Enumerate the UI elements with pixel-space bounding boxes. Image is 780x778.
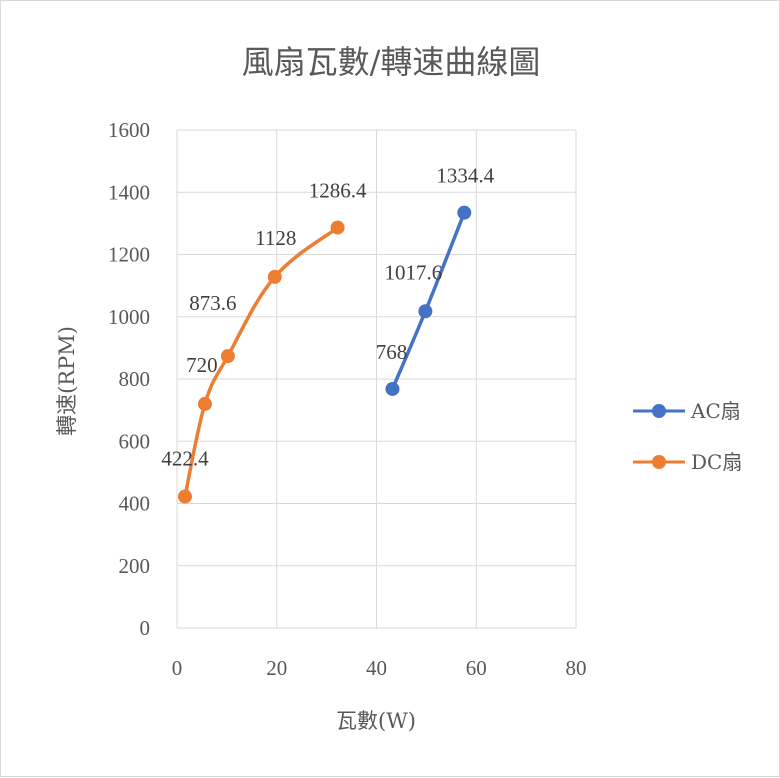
y-tick-label: 1200	[108, 243, 150, 267]
data-point-dc	[220, 349, 235, 364]
data-label-dc: 1286.4	[309, 179, 367, 203]
y-tick-label: 1600	[108, 118, 150, 142]
series-layer	[177, 205, 472, 504]
legend-item-ac: AC扇	[633, 399, 741, 423]
legend-label-dc: DC扇	[691, 450, 742, 474]
data-point-dc	[177, 489, 192, 504]
data-point-ac	[385, 381, 400, 396]
data-label-dc: 422.4	[161, 447, 209, 471]
data-label-dc: 873.6	[189, 291, 236, 315]
y-axis-ticks: 0 200 400 600 800 1000 1200 1400 1600	[108, 118, 150, 640]
y-axis-title: 轉速(RPM)	[55, 326, 79, 436]
y-tick-label: 800	[119, 367, 151, 391]
x-tick-label: 80	[566, 656, 587, 680]
data-label-ac: 768	[376, 340, 408, 364]
y-tick-label: 1000	[108, 305, 150, 329]
y-tick-label: 400	[119, 492, 151, 516]
data-point-dc	[267, 269, 282, 284]
legend-item-dc: DC扇	[633, 450, 742, 474]
data-label-ac: 1017.6	[385, 260, 443, 284]
data-labels: 768 1017.6 1334.4 422.4 720 873.6 1128 1286.4	[161, 164, 494, 471]
y-tick-label: 1400	[108, 180, 150, 204]
gridlines	[176, 129, 577, 629]
legend-marker-ac	[652, 404, 666, 418]
y-tick-label: 200	[119, 554, 151, 578]
chart-title: 風扇瓦數/轉速曲線圖	[242, 43, 541, 81]
legend-marker-dc	[652, 455, 666, 469]
x-tick-label: 20	[266, 656, 287, 680]
x-tick-label: 60	[466, 656, 487, 680]
y-tick-label: 0	[140, 616, 151, 640]
x-axis-title: 瓦數(W)	[336, 709, 416, 733]
y-tick-label: 600	[119, 429, 151, 453]
data-point-dc	[330, 220, 345, 235]
x-axis-ticks: 0 20 40 60 80	[172, 656, 587, 680]
data-label-dc: 1128	[255, 226, 296, 250]
x-tick-label: 40	[366, 656, 387, 680]
data-label-dc: 720	[186, 353, 218, 377]
legend: AC扇 DC扇	[633, 399, 742, 474]
data-point-ac	[418, 304, 433, 319]
data-point-ac	[457, 205, 472, 220]
data-point-dc	[197, 396, 212, 411]
x-tick-label: 0	[172, 656, 183, 680]
legend-label-ac: AC扇	[690, 399, 741, 423]
data-label-ac: 1334.4	[436, 164, 494, 188]
